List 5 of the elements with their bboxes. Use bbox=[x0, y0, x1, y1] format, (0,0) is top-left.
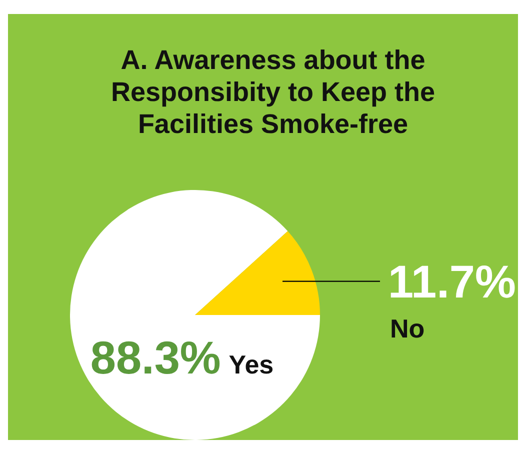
data-label: 88.3% bbox=[90, 331, 221, 384]
chart-title: A. Awareness about the Responsibity to Keep the Facilities Smoke-free bbox=[110, 44, 436, 140]
slice-label: No bbox=[390, 313, 425, 344]
slice-label: Yes bbox=[228, 349, 274, 380]
data-label: 11.7% bbox=[388, 255, 516, 308]
